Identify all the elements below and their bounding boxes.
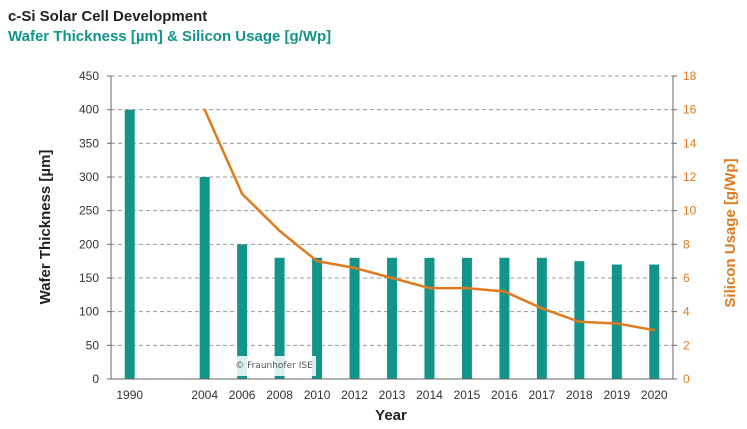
left-axis-title: Wafer Thickness [µm] [37,150,54,305]
right-tick-label: 18 [683,69,697,83]
tick-labels: 0 50 100 150 200 250 300 350 400 450 0 2 4 6 8 10 12 14 16… [79,69,697,402]
bar-2013 [387,257,397,379]
bar-2017 [536,257,547,379]
bar-2018 [574,261,585,379]
right-tick-label: 12 [683,170,697,184]
x-tick-label: 2016 [491,388,518,402]
bar-1990 [124,109,135,380]
point-2014 [428,286,431,290]
right-tick-label: 10 [683,204,697,218]
point-2020 [653,328,656,332]
right-tick-label: 2 [683,338,690,352]
point-2017 [540,307,544,310]
point-2008 [278,229,281,233]
point-2006 [240,192,244,196]
x-tick-label: 2015 [454,388,481,402]
right-tick-label: 0 [683,372,690,386]
x-axis-title: Year [375,407,407,424]
point-2012 [353,266,356,270]
x-tick-label: 2020 [641,388,668,402]
bar-2016 [499,257,510,379]
point-2013 [390,276,394,280]
left-tick-label: 50 [86,338,100,352]
point-2015 [465,286,469,290]
point-2019 [615,322,618,325]
bar-series-wafer-thickness [124,109,660,380]
right-tick-label: 6 [683,271,690,285]
x-tick-label: 2019 [603,388,630,402]
left-tick-label: 450 [79,69,99,83]
bar-2006 [237,244,248,379]
copyright-watermark: © Fraunhofer ISE [232,356,316,376]
bar-2014 [424,257,435,379]
bar-2020 [649,264,660,379]
x-tick-label: 1990 [116,388,143,402]
bar-2012 [349,257,360,379]
x-tick-label: 2018 [566,388,593,402]
left-tick-label: 250 [79,204,99,218]
line-series-silicon-usage [203,108,656,332]
left-tick-label: 200 [79,237,99,251]
axes [107,75,677,380]
x-tick-label: 2004 [191,388,218,402]
x-tick-label: 2014 [416,388,443,402]
x-tick-label: 2008 [266,388,293,402]
x-tick-label: 2017 [529,388,556,402]
right-axis-title: Silicon Usage [g/Wp] [722,158,739,307]
x-tick-label: 2012 [341,388,368,402]
left-tick-label: 150 [79,271,99,285]
left-tick-label: 0 [92,372,99,386]
bar-2019 [611,264,622,379]
right-tick-label: 14 [683,136,697,150]
chart-subtitle: Wafer Thickness [µm] & Silicon Usage [g/… [8,28,332,45]
chart-title: c-Si Solar Cell Development [8,8,208,25]
x-tick-label: 2013 [379,388,406,402]
x-tick-label: 2010 [304,388,331,402]
point-2016 [503,290,506,293]
x-tick-label: 2006 [229,388,256,402]
right-tick-label: 4 [683,305,690,319]
bar-2004 [199,177,210,379]
bar-2010 [312,257,323,379]
bar-2008 [274,257,285,379]
left-tick-label: 300 [79,170,99,184]
point-2018 [578,320,581,323]
bar-2015 [461,257,472,379]
point-2010 [315,259,319,263]
left-tick-label: 350 [79,136,99,150]
point-2004 [203,108,206,111]
right-tick-label: 16 [683,103,697,117]
left-tick-label: 100 [79,305,99,319]
left-tick-label: 400 [79,103,99,117]
right-tick-label: 8 [683,237,690,251]
